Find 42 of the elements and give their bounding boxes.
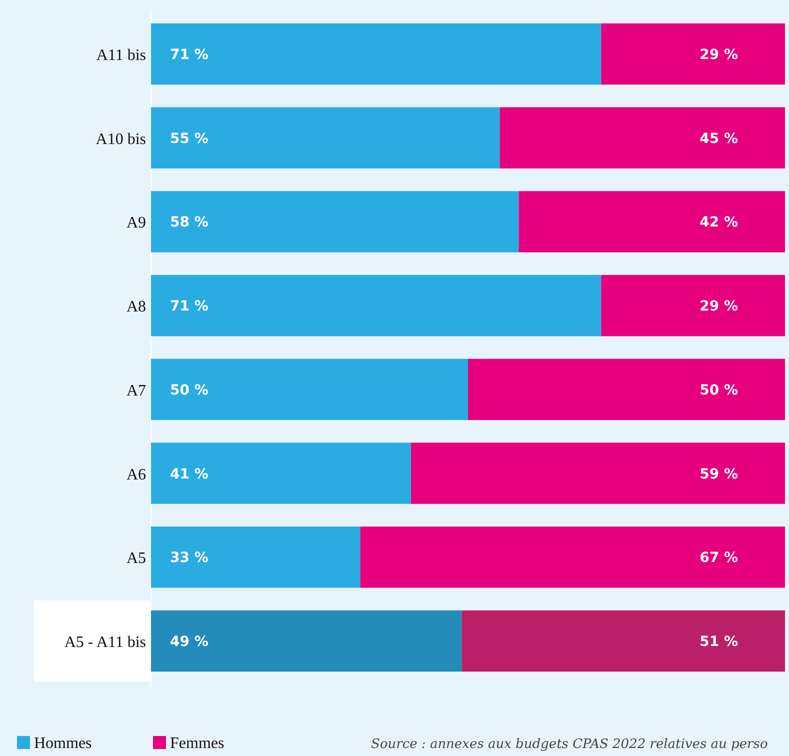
data-label: 71 % <box>170 46 208 63</box>
y-tick-label: A6 <box>126 466 146 484</box>
bar <box>151 526 360 588</box>
bar <box>360 526 785 588</box>
data-label: 71 % <box>170 298 208 315</box>
data-label: 49 % <box>170 634 208 650</box>
bar <box>601 274 785 336</box>
bar <box>601 23 785 85</box>
bar <box>518 191 785 252</box>
bar <box>410 442 785 504</box>
y-tick-label: A5 <box>126 550 146 568</box>
bar <box>151 23 602 85</box>
data-label: 58 % <box>170 214 208 231</box>
data-label: 41 % <box>170 466 208 482</box>
data-label: 29 % <box>700 46 738 63</box>
bar <box>462 610 785 672</box>
data-label: 67 % <box>700 550 738 566</box>
data-label: 59 % <box>700 466 738 482</box>
y-tick-label: A11 bis <box>96 46 146 64</box>
bar <box>151 358 468 420</box>
y-tick-label: A9 <box>126 214 146 232</box>
bar <box>151 274 602 336</box>
bar <box>500 107 785 168</box>
data-label: 55 % <box>170 130 208 147</box>
data-label: 29 % <box>700 298 738 315</box>
data-label: 33 % <box>170 550 208 566</box>
y-tick-label: A8 <box>126 298 146 316</box>
source-note: Source : annexes aux budgets CPAS 2022 relatives au perso <box>371 737 768 752</box>
y-tick-label: A7 <box>126 382 146 400</box>
data-label: 50 % <box>700 382 738 398</box>
data-label: 45 % <box>700 130 738 147</box>
legend-label: Femmes <box>170 735 224 752</box>
data-label: 51 % <box>700 634 738 650</box>
legend-label: Hommes <box>34 735 92 752</box>
bar <box>151 191 519 252</box>
y-tick-label: A5 - A11 bis <box>64 634 146 652</box>
data-label: 42 % <box>700 214 738 231</box>
data-label: 50 % <box>170 382 208 398</box>
bar <box>468 358 785 420</box>
bar <box>151 107 500 168</box>
y-tick-label: A10 bis <box>96 130 146 148</box>
bar <box>151 442 411 504</box>
